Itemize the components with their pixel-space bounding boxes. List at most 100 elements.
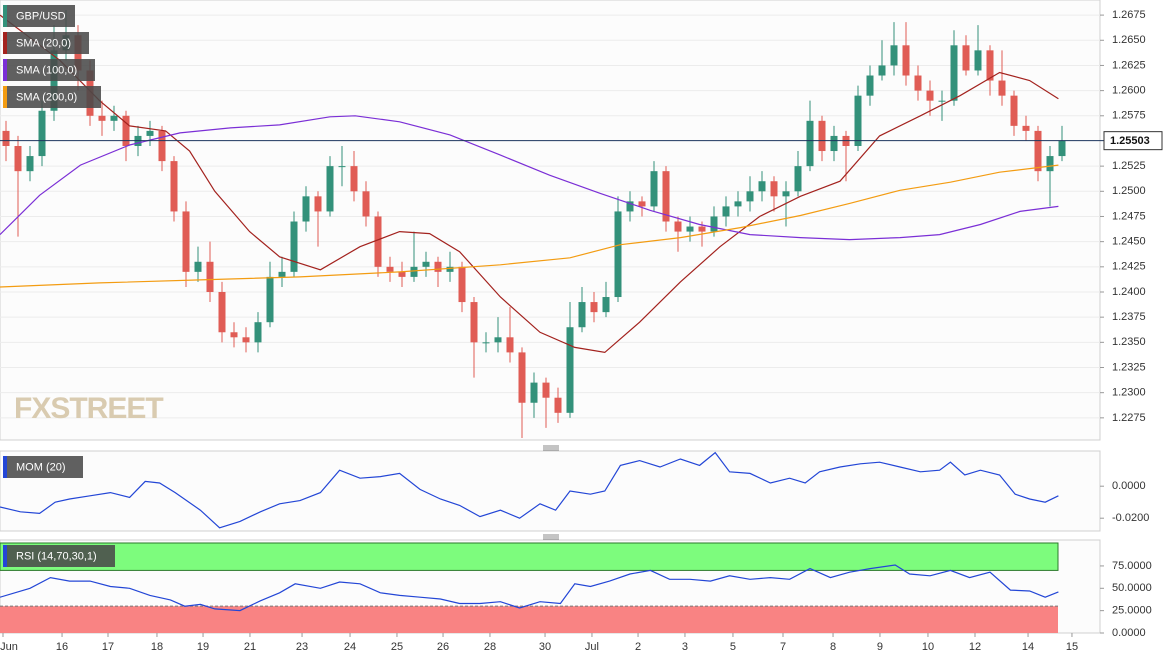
candle-body <box>98 115 106 121</box>
y-tick-label: 1.2300 <box>1112 387 1146 399</box>
candle-body <box>1058 140 1066 157</box>
x-tick-label: 14 <box>1022 641 1034 653</box>
candle-body <box>410 266 418 277</box>
candle-body <box>998 80 1006 96</box>
candle-body <box>1046 156 1054 172</box>
candle-body <box>14 145 22 172</box>
candle-body <box>482 342 490 344</box>
candle-body <box>38 110 46 157</box>
candle-body <box>722 206 730 217</box>
resize-grip[interactable] <box>543 534 559 540</box>
candle-body <box>686 226 694 232</box>
x-tick-label: Jul <box>585 641 599 653</box>
last-price-box <box>1103 131 1163 151</box>
candle-body <box>350 166 358 192</box>
x-tick-label: 15 <box>1066 641 1078 653</box>
candle-body <box>674 221 682 232</box>
legend-label: SMA (20,0) <box>16 37 71 49</box>
candle-body <box>254 322 262 343</box>
legend-label: SMA (100,0) <box>16 64 77 76</box>
x-tick-label: 24 <box>344 641 356 653</box>
series-line <box>0 14 1059 354</box>
candle-body <box>326 166 334 212</box>
y-tick-label: 1.2275 <box>1112 412 1146 424</box>
legend-label: GBP/USD <box>16 10 66 22</box>
y-tick-label: 50.0000 <box>1112 582 1152 594</box>
x-tick-label: 18 <box>151 641 163 653</box>
candle-body <box>698 226 706 232</box>
series-line <box>0 564 1059 612</box>
y-tick-label: 1.2600 <box>1112 85 1146 97</box>
candle-body <box>170 161 178 212</box>
candle-body <box>602 297 610 313</box>
candle-body <box>890 45 898 66</box>
candle-body <box>794 166 802 192</box>
x-tick-label: 8 <box>830 641 836 653</box>
candle-body <box>386 266 394 272</box>
candle-body <box>518 352 526 403</box>
candle-body <box>950 45 958 101</box>
legend-swatch <box>3 545 7 567</box>
legend-label: RSI (14,70,30,1) <box>16 550 97 562</box>
legend-box <box>3 32 89 54</box>
candle-body <box>374 216 382 267</box>
candle-body <box>542 382 550 398</box>
legend-label: SMA (200,0) <box>16 91 77 103</box>
x-tick-label: Jun <box>0 641 18 653</box>
watermark: FXSTREET <box>14 392 163 425</box>
series-line <box>0 115 1059 241</box>
x-tick-label: 21 <box>244 641 256 653</box>
candle-body <box>830 135 838 152</box>
series-line <box>0 164 1059 288</box>
candle-body <box>854 95 862 146</box>
candle-body <box>458 266 466 303</box>
candle-body <box>1010 95 1018 126</box>
candle-body <box>590 302 598 313</box>
x-tick-label: 2 <box>635 641 641 653</box>
legend-swatch <box>3 59 7 81</box>
candle-body <box>2 130 10 146</box>
x-tick-label: 7 <box>780 641 786 653</box>
y-tick-label: 1.2575 <box>1112 110 1146 122</box>
x-tick-label: 3 <box>682 641 688 653</box>
overbought-band <box>0 542 1059 571</box>
candle-body <box>938 100 946 102</box>
candle-body <box>878 65 886 76</box>
candle-body <box>26 156 34 172</box>
x-tick-label: 10 <box>922 641 934 653</box>
candle-body <box>302 196 310 222</box>
y-tick-label: 1.2475 <box>1112 210 1146 222</box>
candle-body <box>290 221 298 272</box>
legend-box <box>3 5 75 27</box>
candle-body <box>914 75 922 91</box>
candle-body <box>422 261 430 267</box>
legend-swatch <box>3 32 7 54</box>
candle-body <box>1022 125 1030 131</box>
resize-grip[interactable] <box>543 445 559 451</box>
x-tick-label: 9 <box>877 641 883 653</box>
candle-body <box>782 191 790 197</box>
legend-swatch <box>3 5 7 27</box>
y-tick-label: 1.2450 <box>1112 236 1146 248</box>
candle-body <box>230 332 238 338</box>
candle-body <box>734 201 742 207</box>
x-tick-label: 26 <box>437 641 449 653</box>
y-tick-label: 1.2425 <box>1112 261 1146 273</box>
y-tick-label: 1.2375 <box>1112 311 1146 323</box>
candle-body <box>554 397 562 413</box>
candle-body <box>398 271 406 277</box>
candle-body <box>434 261 442 272</box>
y-tick-label: -0.0200 <box>1112 512 1149 524</box>
candle-body <box>242 337 250 343</box>
y-tick-label: 75.0000 <box>1112 560 1152 572</box>
y-tick-label: 1.2650 <box>1112 34 1146 46</box>
candle-body <box>494 337 502 343</box>
last-price-label: 1.25503 <box>1110 135 1150 147</box>
candle-body <box>614 211 622 298</box>
candle-body <box>110 115 118 121</box>
candle-body <box>470 302 478 343</box>
legend-box <box>3 59 95 81</box>
candle-body <box>566 327 574 413</box>
